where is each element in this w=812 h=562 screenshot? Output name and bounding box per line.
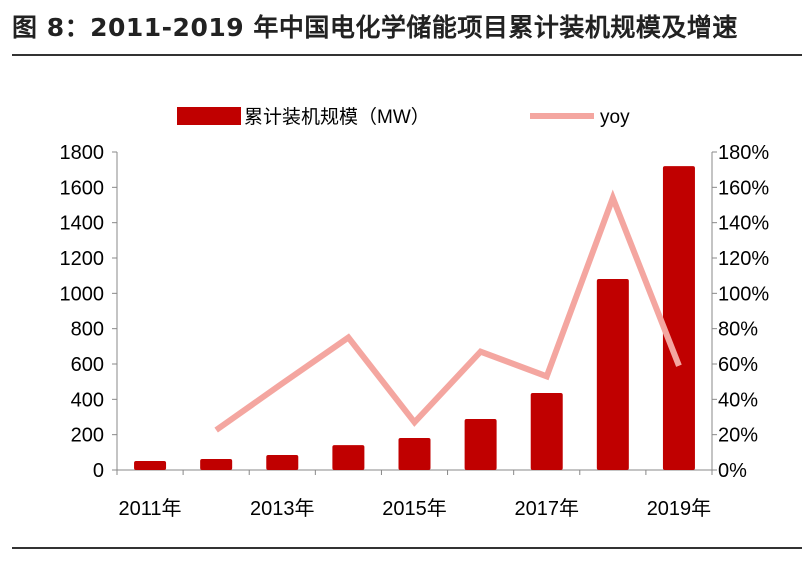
left-tick-label: 1800 <box>60 142 105 164</box>
bar-2012年 <box>200 459 233 470</box>
bar-2016年 <box>464 418 497 470</box>
bar-2013年 <box>266 454 299 470</box>
x-tick-label: 2017年 <box>514 497 579 520</box>
legend-bar-swatch <box>177 107 241 125</box>
right-tick-label: 20% <box>718 425 758 447</box>
legend-bar-label: 累计装机规模（MW） <box>244 106 430 128</box>
right-tick-label: 0% <box>718 460 747 482</box>
legend-line-label: yoy <box>600 107 630 128</box>
bottom-rule <box>12 547 802 549</box>
right-tick-label: 140% <box>718 213 769 235</box>
bar-2011年 <box>134 460 167 470</box>
bar-2018年 <box>596 279 629 470</box>
x-tick-label: 2019年 <box>647 497 712 520</box>
top-rule <box>12 54 802 56</box>
right-tick-label: 80% <box>718 319 758 341</box>
left-tick-label: 400 <box>71 389 104 411</box>
left-tick-label: 600 <box>71 354 104 376</box>
right-tick-label: 40% <box>718 389 758 411</box>
left-tick-label: 1600 <box>60 177 105 199</box>
bar-2019年 <box>662 166 695 470</box>
left-tick-label: 1000 <box>60 283 105 305</box>
left-tick-label: 1200 <box>60 248 105 270</box>
left-tick-label: 1400 <box>60 213 105 235</box>
x-tick-label: 2011年 <box>119 497 182 520</box>
right-tick-label: 60% <box>718 354 758 376</box>
right-tick-label: 100% <box>718 283 769 305</box>
x-tick-label: 2013年 <box>250 497 315 520</box>
yoy-line <box>214 189 682 433</box>
bar-2015年 <box>398 438 431 470</box>
figure-title: 图 8：2011-2019 年中国电化学储能项目累计装机规模及增速 <box>12 13 738 42</box>
x-tick-label: 2015年 <box>382 497 447 520</box>
bar-2014年 <box>332 445 365 470</box>
left-tick-label: 800 <box>71 319 104 341</box>
left-tick-label: 200 <box>71 425 104 447</box>
right-tick-label: 160% <box>718 177 769 199</box>
bar-2017年 <box>530 392 563 470</box>
legend: 累计装机规模（MW） yoy <box>177 106 630 128</box>
right-tick-label: 120% <box>718 248 769 270</box>
right-tick-label: 180% <box>718 142 769 164</box>
left-tick-label: 0 <box>93 460 104 482</box>
